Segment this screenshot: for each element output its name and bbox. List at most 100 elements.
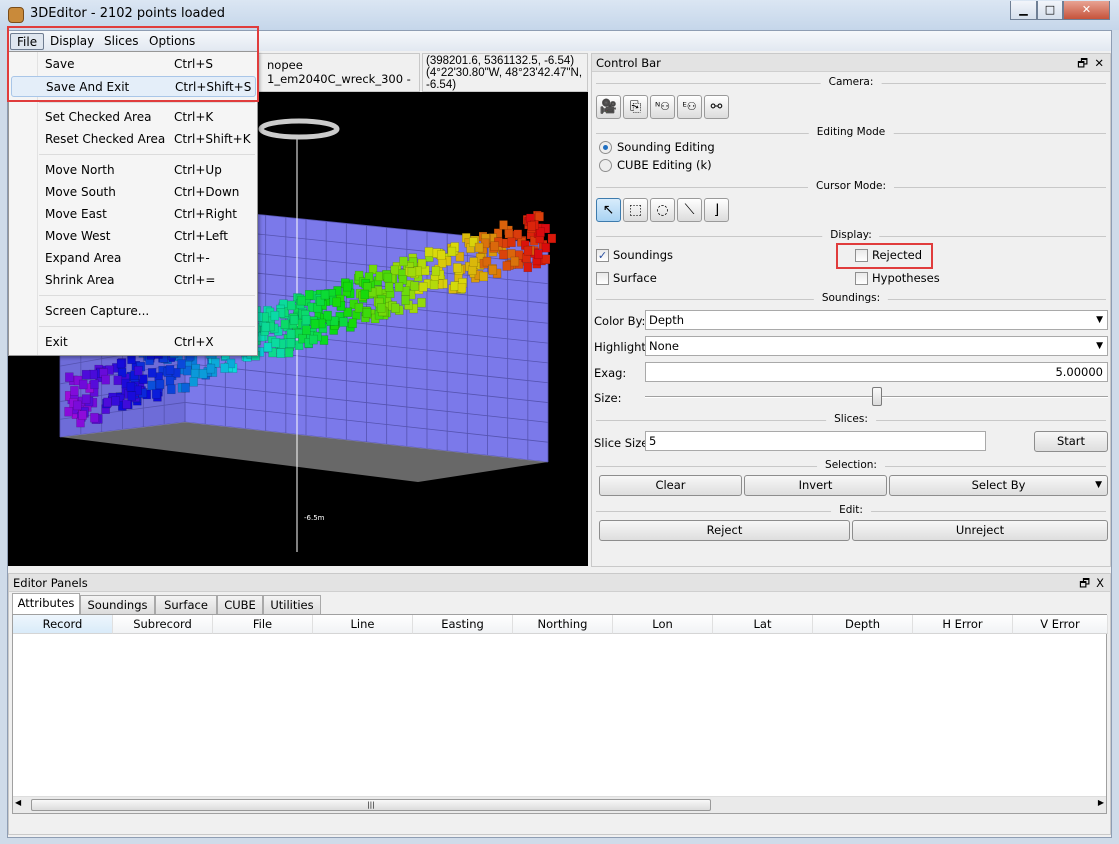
scroll-left-icon[interactable]: ◀ bbox=[15, 798, 22, 807]
slice-size-input[interactable]: 5 bbox=[645, 431, 986, 451]
sounding-point bbox=[78, 410, 87, 420]
line-icon[interactable]: ⟍ bbox=[677, 198, 702, 222]
camera-north-icon[interactable]: ᴺ⚇ bbox=[650, 95, 675, 119]
column-header-depth[interactable]: Depth bbox=[813, 615, 913, 634]
menu-slices[interactable]: Slices bbox=[104, 34, 139, 48]
sounding-editing-radio[interactable] bbox=[599, 141, 612, 154]
tab-utilities[interactable]: Utilities bbox=[263, 595, 321, 614]
clear-button[interactable]: Clear bbox=[599, 475, 742, 496]
column-header-easting[interactable]: Easting bbox=[413, 615, 513, 634]
coord-line: (4°22'30.80"W, 48°23'42.47"N, bbox=[426, 67, 583, 79]
panel-title: Editor Panels bbox=[13, 576, 88, 590]
lasso-icon[interactable]: ◌ bbox=[650, 198, 675, 222]
sounding-point bbox=[113, 375, 123, 386]
sounding-point bbox=[73, 400, 82, 411]
column-header-northing[interactable]: Northing bbox=[513, 615, 613, 634]
sounding-point bbox=[116, 358, 126, 369]
column-header-h-error[interactable]: H Error bbox=[913, 615, 1013, 634]
sounding-point bbox=[429, 280, 439, 290]
start-button[interactable]: Start bbox=[1034, 431, 1108, 452]
menu-item-save[interactable]: Save Ctrl+S bbox=[11, 54, 256, 75]
column-header-v-error[interactable]: V Error bbox=[1013, 615, 1108, 634]
column-header-lon[interactable]: Lon bbox=[613, 615, 713, 634]
app-icon bbox=[8, 7, 24, 23]
menu-item-label: Shrink Area bbox=[45, 273, 115, 287]
close-button[interactable]: ✕ bbox=[1063, 1, 1110, 20]
sounding-point bbox=[354, 302, 364, 313]
menu-item-move-north[interactable]: Move North Ctrl+Up bbox=[11, 160, 256, 181]
menu-item-screen-capture[interactable]: Screen Capture... bbox=[11, 301, 256, 322]
scroll-right-icon[interactable]: ▶ bbox=[1097, 798, 1104, 807]
menu-display[interactable]: Display bbox=[50, 34, 95, 48]
camera-side-icon[interactable]: ⎘ bbox=[623, 95, 648, 119]
close-icon[interactable]: ✕ bbox=[1094, 56, 1104, 70]
menu-item-move-west[interactable]: Move West Ctrl+Left bbox=[11, 226, 256, 247]
surface-checkbox[interactable] bbox=[596, 272, 609, 285]
menu-item-expand-area[interactable]: Expand Area Ctrl+- bbox=[11, 248, 256, 269]
column-header-file[interactable]: File bbox=[213, 615, 313, 634]
section-display: Display: bbox=[592, 229, 1110, 241]
color-by-select[interactable]: Depth ▼ bbox=[645, 310, 1108, 330]
tab-surface[interactable]: Surface bbox=[155, 595, 217, 614]
sounding-point bbox=[383, 272, 393, 283]
column-header-subrecord[interactable]: Subrecord bbox=[113, 615, 213, 634]
camera-east-icon[interactable]: ᴱ⚇ bbox=[677, 95, 702, 119]
camera-reset-icon[interactable]: ⚯ bbox=[704, 95, 729, 119]
maximize-button[interactable]: □ bbox=[1037, 1, 1063, 20]
invert-button[interactable]: Invert bbox=[744, 475, 887, 496]
exag-input[interactable]: 5.00000 bbox=[645, 362, 1108, 382]
column-header-record[interactable]: Record bbox=[13, 615, 113, 634]
sounding-point bbox=[276, 348, 286, 358]
sounding-point bbox=[362, 308, 372, 318]
sounding-point bbox=[284, 347, 294, 358]
select-by-button[interactable]: Select By ▼ bbox=[889, 475, 1108, 496]
rectangle-select-icon[interactable]: ⬚ bbox=[623, 198, 648, 222]
float-icon[interactable]: 🗗 bbox=[1079, 576, 1090, 590]
3d-scene[interactable]: -6.5m bbox=[8, 92, 588, 566]
control-bar-panel: Control Bar 🗗 ✕ Camera: 🎥 ⎘ ᴺ⚇ ᴱ⚇ ⚯ Edit… bbox=[591, 53, 1111, 567]
column-header-line[interactable]: Line bbox=[313, 615, 413, 634]
axis-label: -6.5m bbox=[304, 514, 325, 522]
scrollbar-thumb[interactable]: ||| bbox=[31, 799, 711, 811]
size-slider-thumb[interactable] bbox=[871, 387, 882, 406]
tab-soundings[interactable]: Soundings bbox=[80, 595, 155, 614]
sounding-point bbox=[507, 237, 516, 248]
menu-item-exit[interactable]: Exit Ctrl+X bbox=[11, 332, 256, 353]
section-soundings: Soundings: bbox=[592, 292, 1110, 304]
camera-rotate-icon[interactable]: 🎥 bbox=[596, 95, 621, 119]
cube-editing-radio[interactable] bbox=[599, 159, 612, 172]
corner-icon[interactable]: ⌋ bbox=[704, 198, 729, 222]
highlight-select[interactable]: None ▼ bbox=[645, 336, 1108, 356]
sounding-point bbox=[88, 369, 98, 380]
close-icon[interactable]: X bbox=[1096, 576, 1104, 590]
section-selection: Selection: bbox=[592, 459, 1110, 471]
coord-line: -6.54) bbox=[426, 79, 457, 91]
file-info-line: 1_em2040C_wreck_300 - bbox=[267, 72, 411, 86]
soundings-checkbox[interactable]: ✓ bbox=[596, 249, 609, 262]
menu-item-set-checked-area[interactable]: Set Checked Area Ctrl+K bbox=[11, 107, 256, 128]
column-header-lat[interactable]: Lat bbox=[713, 615, 813, 634]
unreject-button[interactable]: Unreject bbox=[852, 520, 1108, 541]
highlight-box bbox=[7, 26, 259, 102]
menu-item-move-south[interactable]: Move South Ctrl+Down bbox=[11, 182, 256, 203]
menu-item-shortcut: Ctrl+X bbox=[174, 335, 214, 349]
menu-file[interactable]: File bbox=[10, 33, 45, 50]
hypotheses-checkbox[interactable] bbox=[855, 272, 868, 285]
float-icon[interactable]: 🗗 bbox=[1077, 56, 1088, 70]
minimize-button[interactable]: ▁ bbox=[1010, 1, 1037, 20]
menu-options[interactable]: Options bbox=[149, 34, 196, 48]
horizontal-scrollbar[interactable]: ◀ ||| ▶ bbox=[13, 796, 1106, 813]
menu-item-shrink-area[interactable]: Shrink Area Ctrl+= bbox=[11, 270, 256, 291]
sounding-point bbox=[547, 233, 557, 244]
tab-cube[interactable]: CUBE bbox=[217, 595, 263, 614]
arrow-icon[interactable]: ↖ bbox=[596, 198, 621, 222]
menu-item-reset-checked-area[interactable]: Reset Checked Area Ctrl+Shift+K bbox=[11, 129, 256, 150]
rotation-ring[interactable] bbox=[258, 118, 340, 140]
sounding-point bbox=[127, 391, 137, 401]
menu-item-move-east[interactable]: Move East Ctrl+Right bbox=[11, 204, 256, 225]
tab-attributes[interactable]: Attributes bbox=[12, 593, 80, 615]
menu-item-save-and-exit[interactable]: Save And Exit Ctrl+Shift+S bbox=[11, 76, 256, 97]
rejected-checkbox[interactable] bbox=[855, 249, 868, 262]
sounding-point bbox=[453, 263, 462, 273]
reject-button[interactable]: Reject bbox=[599, 520, 850, 541]
